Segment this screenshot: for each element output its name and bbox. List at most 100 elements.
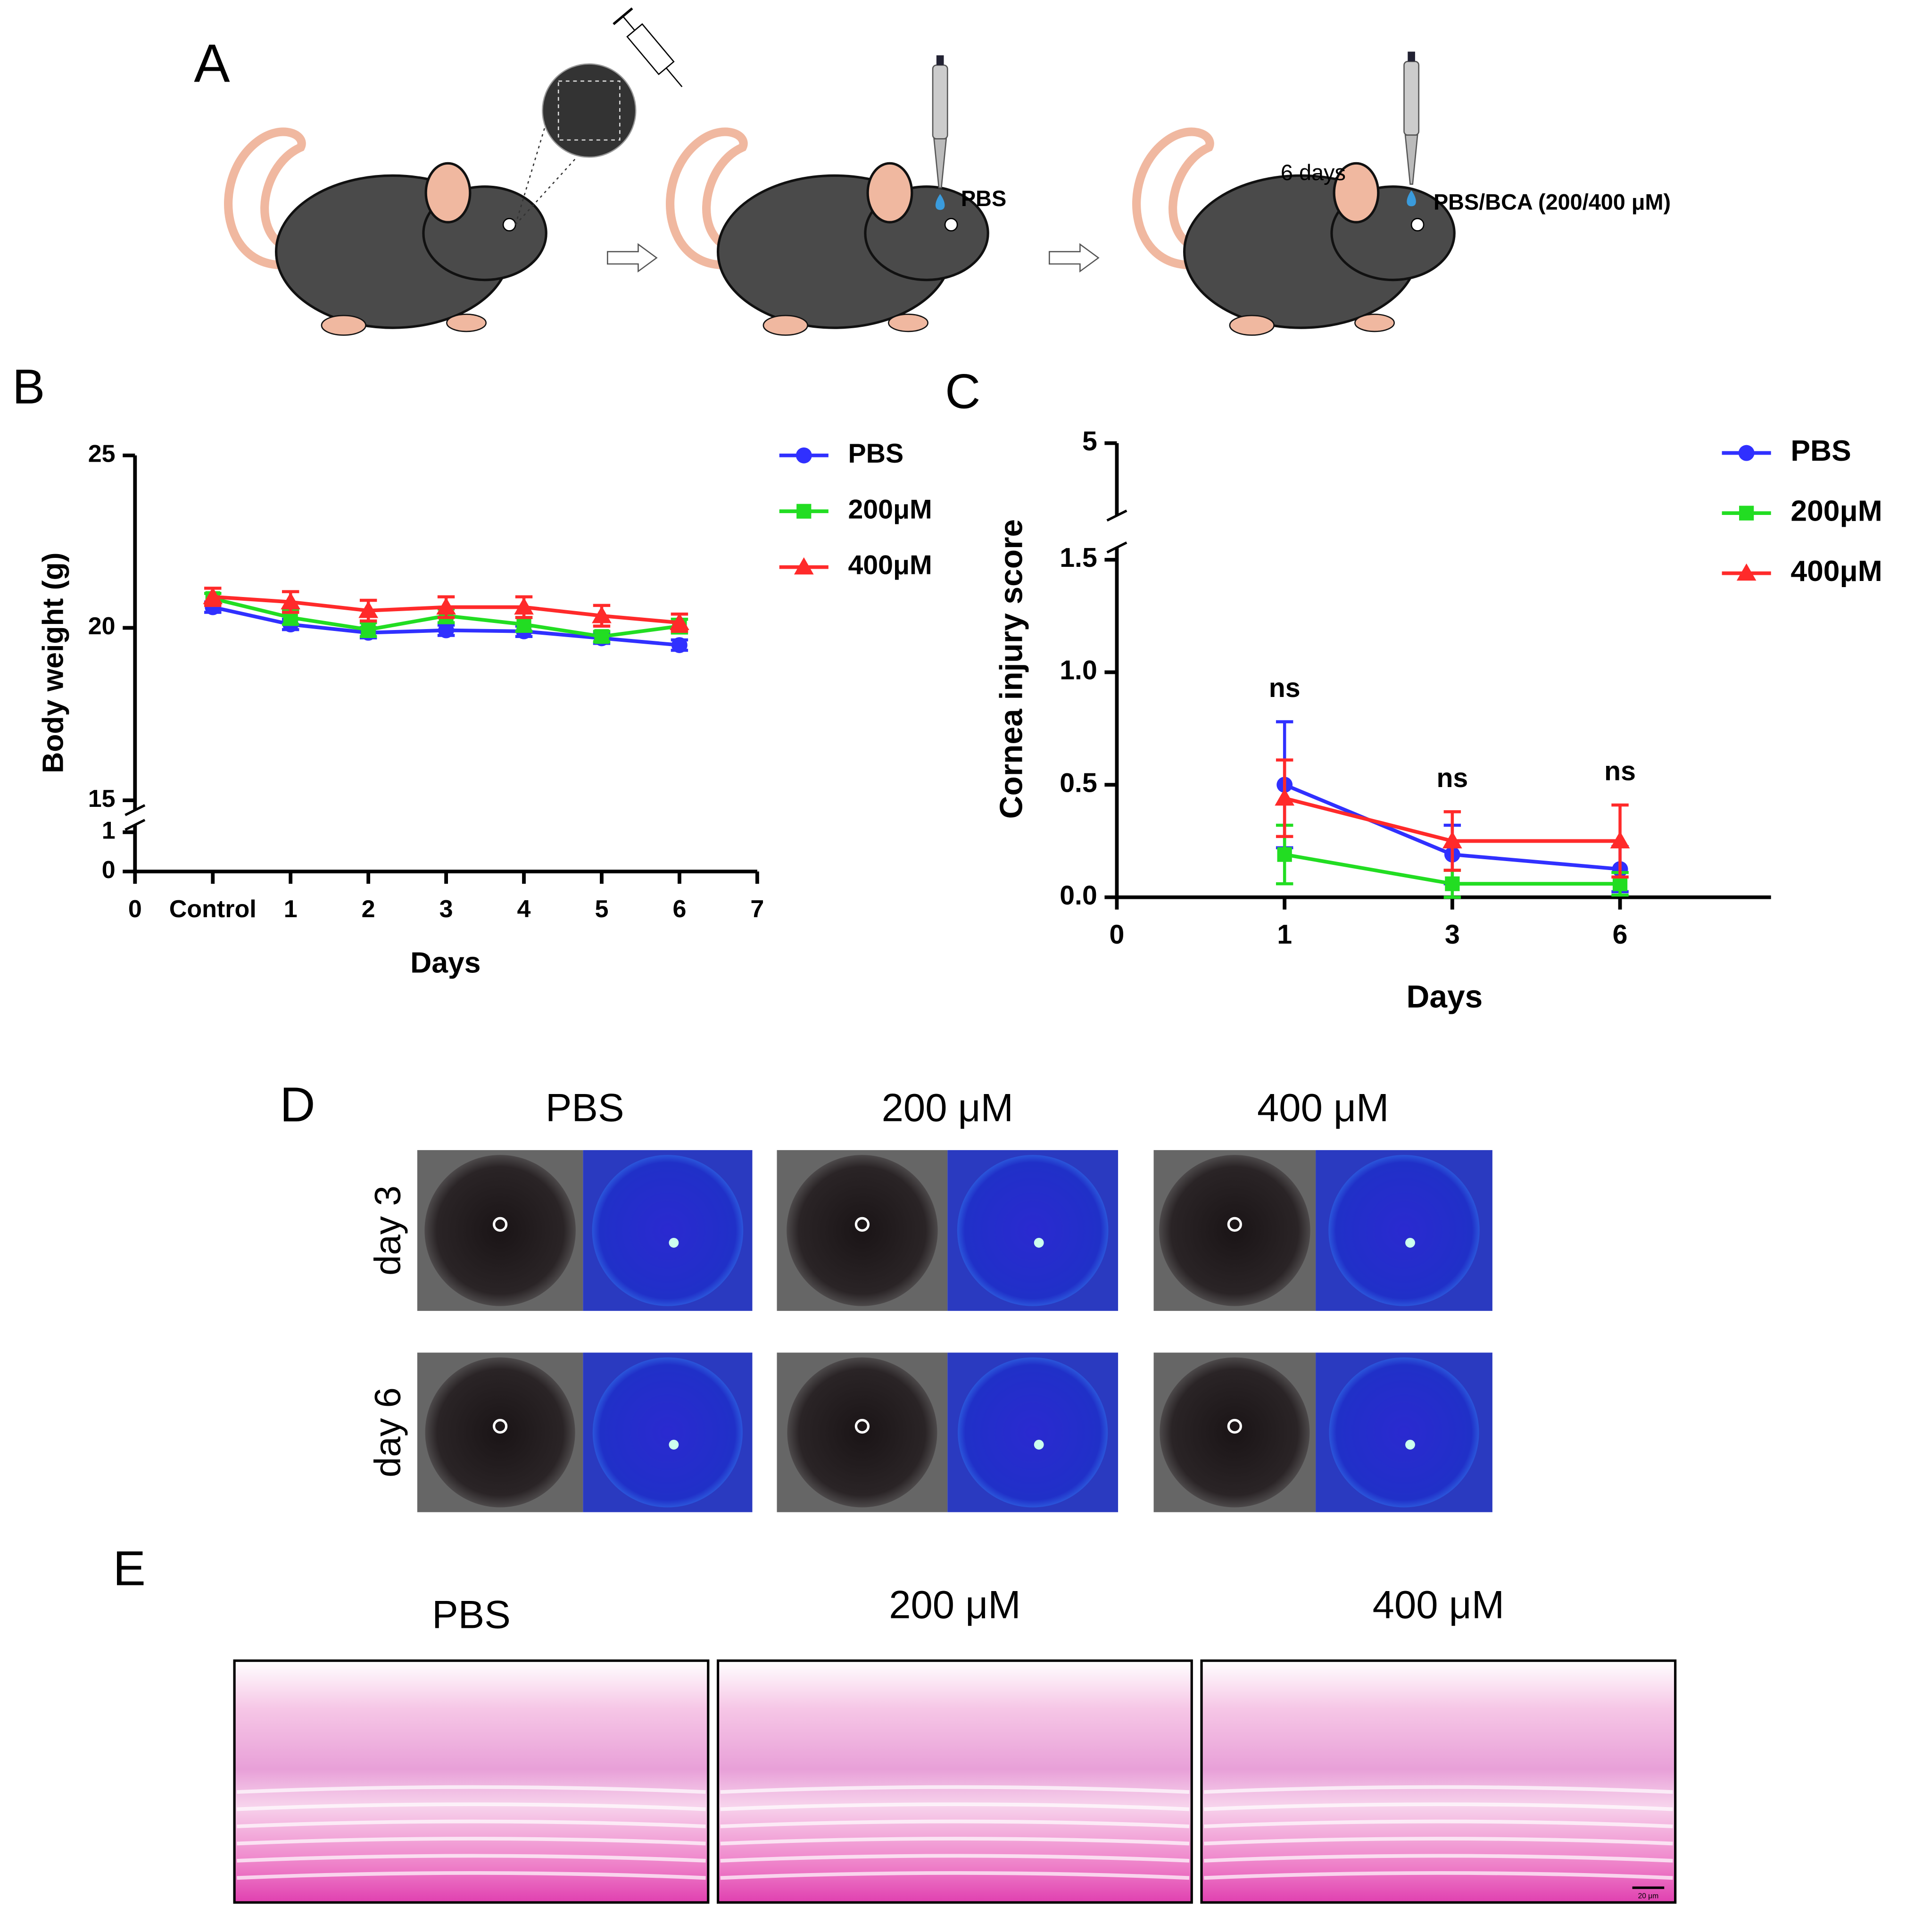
marker <box>1736 563 1757 581</box>
row-label: day 3 <box>366 1186 408 1276</box>
y-tick-label: 25 <box>88 440 116 468</box>
axis-break <box>124 819 146 831</box>
marker <box>514 597 534 615</box>
stroma-fiber <box>237 1837 706 1846</box>
marker <box>1610 831 1630 849</box>
marker <box>1277 847 1292 862</box>
reflection <box>1227 1418 1242 1434</box>
legend-label: PBS <box>1790 434 1851 467</box>
stroma-fiber <box>720 1837 1190 1846</box>
marker <box>1445 876 1460 891</box>
y-tick-label: 1 <box>102 817 116 845</box>
x-tick-label: 0 <box>1110 920 1125 950</box>
stained-eye <box>592 1155 744 1306</box>
x-tick-label: 1 <box>284 896 298 923</box>
x-axis-label: Days <box>1407 979 1483 1015</box>
column-title: 400 μM <box>1257 1086 1389 1130</box>
stroma-fiber <box>237 1785 706 1794</box>
stained-eye <box>1328 1155 1480 1306</box>
stroma-fiber <box>720 1854 1190 1863</box>
x-tick-label: 0 <box>128 896 142 923</box>
reflection <box>1405 1440 1415 1450</box>
marker <box>796 447 812 464</box>
histology-photo <box>1200 1659 1677 1904</box>
marker <box>1738 445 1755 461</box>
annotation: ns <box>1269 673 1301 703</box>
marker <box>671 637 688 653</box>
y-tick-label: 1.0 <box>1060 655 1097 686</box>
column-title: PBS <box>546 1086 624 1130</box>
annotation: ns <box>1436 763 1468 793</box>
stained-eye <box>957 1155 1109 1306</box>
x-tick-label: 6 <box>1613 920 1628 950</box>
stroma-fiber <box>237 1854 706 1863</box>
row-label: day 6 <box>366 1387 408 1477</box>
y-tick-label: 15 <box>88 785 116 813</box>
marker <box>203 587 223 605</box>
marker <box>361 622 376 637</box>
reflection <box>1405 1237 1415 1248</box>
legend-label: 400μM <box>848 550 932 580</box>
marker <box>438 622 455 638</box>
panel-label: E <box>113 1542 145 1596</box>
legend-label: 400μM <box>1790 555 1882 588</box>
y-tick-label: 5 <box>1082 426 1097 456</box>
annotation: ns <box>1604 756 1636 787</box>
legend-label: PBS <box>848 439 903 469</box>
syringe <box>613 7 683 87</box>
marker <box>281 592 301 610</box>
axis-break <box>124 804 146 816</box>
y-tick-label: 1.5 <box>1060 543 1097 573</box>
x-tick-label: 5 <box>595 896 608 923</box>
pipette <box>1403 51 1420 207</box>
x-tick-label: Control <box>169 896 257 923</box>
x-tick-label: 6 <box>672 896 686 923</box>
legend-label: 200μM <box>1790 495 1882 528</box>
x-axis-label: Days <box>410 946 481 979</box>
arrow <box>1049 243 1100 273</box>
histology-photo <box>716 1659 1193 1904</box>
panel-label: C <box>945 365 980 419</box>
panel-a: A PBS 6 days PBS/BCA (200/400 μM) <box>194 7 1671 335</box>
marker <box>358 601 378 618</box>
x-tick-label: 7 <box>750 896 764 923</box>
y-tick-label: 20 <box>88 613 116 640</box>
reflection <box>1034 1237 1044 1248</box>
axis-break <box>1106 541 1127 554</box>
eye-zoom <box>542 63 637 158</box>
reflection <box>1034 1440 1044 1450</box>
stroma-fiber <box>237 1802 706 1811</box>
stroma-fiber <box>1204 1819 1673 1828</box>
chart: B Body weight (g) Days 15 20 25 0 1 0 Control 1 2 3 4… <box>12 359 932 979</box>
column-title: 200 μM <box>889 1583 1020 1627</box>
marker <box>592 606 612 623</box>
interval-label: 6 days <box>1281 160 1346 185</box>
panel-d: D PBS 200 μM 400 μM day 3 day 6 <box>280 1078 1492 1512</box>
stroma-fiber <box>720 1871 1190 1880</box>
marker <box>594 629 609 644</box>
reflection <box>492 1217 508 1232</box>
panel-e: E PBS 200 μM 400 μM 20 μm <box>113 1542 1677 1904</box>
marker <box>1739 506 1754 521</box>
stroma-fiber <box>1204 1837 1673 1846</box>
panel-label: D <box>280 1078 315 1132</box>
marker <box>1275 788 1294 806</box>
axis-break <box>1106 509 1127 522</box>
stroma-fiber <box>720 1785 1190 1794</box>
reflection <box>854 1217 870 1232</box>
reflection <box>669 1440 679 1450</box>
chart: C Cornea injury score Days 0.0 0.5 1.0 1.5 5 0 1 3… <box>945 365 1882 1015</box>
stained-eye <box>958 1357 1108 1508</box>
reflection <box>669 1237 679 1248</box>
stroma-fiber <box>720 1819 1190 1828</box>
x-tick-label: 2 <box>362 896 375 923</box>
y-axis-label: Cornea injury score <box>994 519 1029 819</box>
x-tick-label: 3 <box>1445 920 1460 950</box>
grid <box>557 80 621 141</box>
marker <box>436 597 456 615</box>
drop-label: PBS <box>961 186 1006 211</box>
reflection <box>854 1418 870 1434</box>
marker <box>516 617 531 632</box>
